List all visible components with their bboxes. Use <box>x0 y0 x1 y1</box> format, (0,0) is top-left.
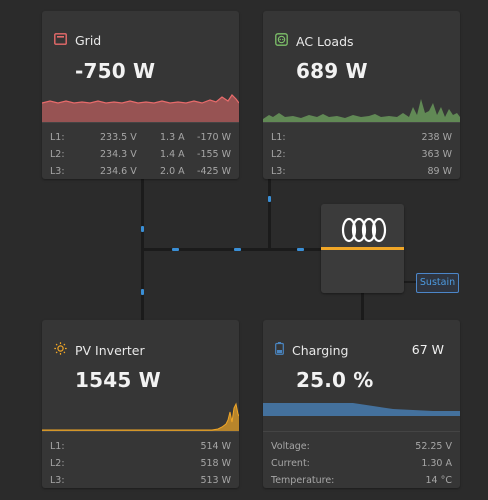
pv-inverter-phase-list: L1: 514 W L2: 518 W L3: 513 W <box>50 438 231 488</box>
phase-label: L2: <box>50 149 65 160</box>
victron-logo-icon <box>339 212 387 248</box>
grid-title: Grid <box>75 33 102 48</box>
phase-voltage: 233.5 V <box>100 132 137 143</box>
ac-loads-divider <box>263 122 460 123</box>
phase-power: -170 W <box>197 132 231 143</box>
grid-phase-row: L2: 234.3 V 1.4 A -155 W <box>50 146 231 163</box>
stat-label: Temperature: <box>271 475 335 486</box>
phase-current: 1.4 A <box>160 149 185 160</box>
sustain-badge[interactable]: Sustain <box>416 273 459 293</box>
flow-dot <box>234 248 241 251</box>
phase-power: 89 W <box>427 166 452 177</box>
grid-divider <box>42 122 239 123</box>
charging-card[interactable]: Charging 67 W 25.0 % Voltage: 52.25 V Cu… <box>263 320 460 488</box>
phase-label: L3: <box>50 166 65 177</box>
wire-sustain <box>404 281 416 283</box>
pv-phase-row: L2: 518 W <box>50 455 231 472</box>
charging-stat-row: Temperature: 14 °C <box>271 472 452 488</box>
pv-phase-row: L3: 513 W <box>50 472 231 488</box>
phase-power: -155 W <box>197 149 231 160</box>
wire-loads-vertical <box>268 179 271 251</box>
socket-icon <box>275 33 288 49</box>
charging-divider <box>263 431 460 432</box>
phase-label: L1: <box>50 132 65 143</box>
pv-inverter-title: PV Inverter <box>75 342 145 358</box>
stat-value: 14 °C <box>425 475 453 486</box>
phase-label: L2: <box>50 458 65 469</box>
wire-charging-vertical <box>361 293 364 321</box>
flow-dot <box>268 196 271 202</box>
ac-loads-card[interactable]: AC Loads 689 W L1: 238 W L2: 363 W L3: 8… <box>263 11 460 179</box>
stat-label: Voltage: <box>271 441 310 452</box>
ac-loads-phase-row: L2: 363 W <box>271 146 452 163</box>
phase-current: 2.0 A <box>160 166 185 177</box>
inverter-box[interactable] <box>321 204 404 293</box>
grid-header: Grid <box>54 33 101 48</box>
stat-value: 1.30 A <box>421 458 452 469</box>
flow-dot <box>297 248 304 251</box>
phase-voltage: 234.3 V <box>100 149 137 160</box>
inverter-accent-bar <box>321 247 404 250</box>
grid-sparkline <box>42 94 239 123</box>
battery-soc: 25.0 % <box>296 368 374 392</box>
phase-label: L2: <box>271 149 286 160</box>
grid-phase-row: L1: 233.5 V 1.3 A -170 W <box>50 129 231 146</box>
flow-dot <box>141 289 144 295</box>
grid-card[interactable]: Grid -750 W L1: 233.5 V 1.3 A -170 W L2:… <box>42 11 239 179</box>
phase-power: 514 W <box>200 441 231 452</box>
phase-power: 518 W <box>200 458 231 469</box>
phase-label: L1: <box>271 132 286 143</box>
ac-loads-phase-row: L1: 238 W <box>271 129 452 146</box>
charging-stat-list: Voltage: 52.25 V Current: 1.30 A Tempera… <box>271 438 452 488</box>
charging-stat-row: Current: 1.30 A <box>271 455 452 472</box>
ac-loads-header: AC Loads <box>275 33 354 49</box>
charging-stat-row: Voltage: 52.25 V <box>271 438 452 455</box>
phase-label: L1: <box>50 441 65 452</box>
grid-phase-row: L3: 234.6 V 2.0 A -425 W <box>50 163 231 179</box>
stat-value: 52.25 V <box>415 441 452 452</box>
wire-horizontal-bus <box>141 248 322 251</box>
phase-power: 363 W <box>421 149 452 160</box>
phase-current: 1.3 A <box>160 132 185 143</box>
ac-loads-phase-list: L1: 238 W L2: 363 W L3: 89 W <box>271 129 452 179</box>
pv-inverter-card[interactable]: PV Inverter 1545 W L1: 514 W L2: 518 W L… <box>42 320 239 488</box>
charging-sparkline <box>263 403 460 416</box>
grid-phase-list: L1: 233.5 V 1.3 A -170 W L2: 234.3 V 1.4… <box>50 129 231 179</box>
pv-inverter-header: PV Inverter <box>54 342 145 358</box>
phase-label: L3: <box>50 475 65 486</box>
pv-inverter-power: 1545 W <box>75 368 161 392</box>
ac-loads-power: 689 W <box>296 59 368 83</box>
ac-loads-phase-row: L3: 89 W <box>271 163 452 179</box>
sun-icon <box>54 342 67 358</box>
charging-power: 67 W <box>411 342 444 357</box>
grid-meter-icon <box>54 33 67 48</box>
phase-voltage: 234.6 V <box>100 166 137 177</box>
phase-label: L3: <box>271 166 286 177</box>
grid-power: -750 W <box>75 59 156 83</box>
stat-label: Current: <box>271 458 310 469</box>
pv-inverter-divider <box>42 431 239 432</box>
flow-dot <box>141 226 144 232</box>
battery-icon <box>275 342 284 358</box>
phase-power: 513 W <box>200 475 231 486</box>
pv-inverter-sparkline <box>42 402 239 432</box>
phase-power: -425 W <box>197 166 231 177</box>
flow-dot <box>172 248 179 251</box>
charging-header: Charging <box>275 342 349 358</box>
phase-power: 238 W <box>421 132 452 143</box>
ac-loads-sparkline <box>263 99 460 123</box>
ac-loads-title: AC Loads <box>296 33 354 49</box>
pv-phase-row: L1: 514 W <box>50 438 231 455</box>
charging-title: Charging <box>292 342 349 358</box>
